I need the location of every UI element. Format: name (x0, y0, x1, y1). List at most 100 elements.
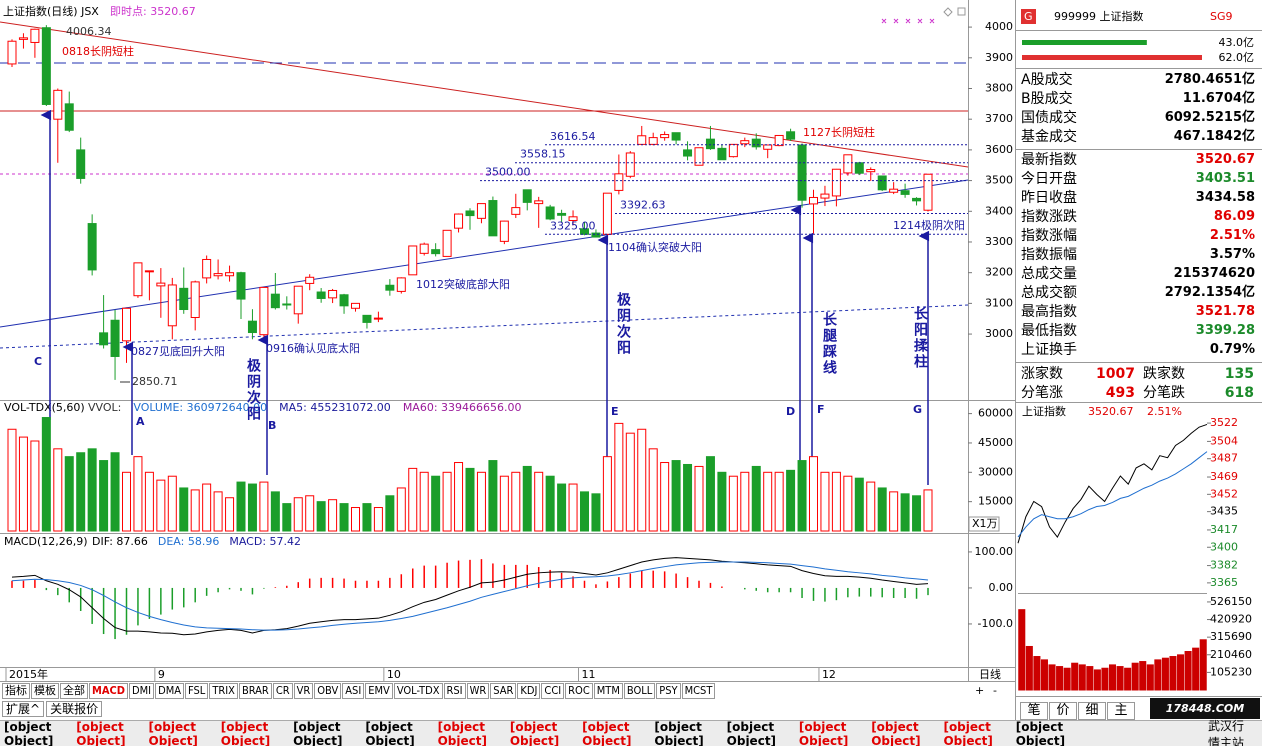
candle-body (465, 210, 475, 217)
candle-body (76, 149, 86, 179)
detail-tab[interactable]: 主 (1107, 702, 1135, 720)
indicator-tab[interactable]: FSL (185, 683, 209, 699)
indicator-tab[interactable]: EMV (365, 683, 393, 699)
volume-bar (786, 469, 796, 532)
indicator-tab[interactable]: BRAR (238, 683, 272, 699)
x-tick-label: 11 (582, 668, 596, 681)
detail-tab[interactable]: 笔 (1020, 702, 1048, 720)
timeframe[interactable]: 日线 (979, 667, 1001, 681)
candle-body (545, 206, 555, 220)
indicator-tab[interactable]: OBV (314, 683, 342, 699)
candle-body (522, 189, 532, 203)
candle-body (751, 138, 761, 148)
marker-letter: A (136, 415, 145, 428)
intraday-value: 3520.67 (1088, 405, 1134, 418)
zoom-out[interactable]: - (993, 684, 997, 697)
info-label: 指数振幅 (1021, 247, 1077, 263)
indicator-tab[interactable]: 全部 (60, 683, 88, 699)
indicator-tab[interactable]: SAR (490, 683, 517, 699)
indicator-tab[interactable]: BOLL (623, 683, 656, 699)
info-label: 上证换手 (1021, 342, 1077, 358)
quote-code: 999999 上证指数 (1054, 9, 1144, 23)
detail-tab[interactable]: 价 (1049, 702, 1077, 720)
x-tick-label: 9 (158, 668, 165, 681)
zoom-in[interactable]: + (975, 684, 984, 697)
volume-bar (179, 487, 189, 532)
candle-body (568, 216, 578, 221)
indicator-tab[interactable]: 指标 (2, 683, 30, 699)
breadth-item: 分笔涨 (1021, 385, 1063, 401)
marker-letter: F (817, 403, 825, 416)
indicator-tab[interactable]: DMA (155, 683, 185, 699)
price-line (1017, 451, 1208, 538)
y-tick-label: 3200 (985, 266, 1013, 279)
candle-body (660, 134, 670, 139)
indicator-tab[interactable]: ROC (565, 683, 593, 699)
info-label: 今日开盘 (1021, 171, 1077, 187)
indicator-tab[interactable]: PSY (656, 683, 681, 699)
volume-bar (1184, 651, 1192, 691)
volume-bar (728, 475, 738, 532)
high-label: 4006.34 (66, 25, 112, 38)
detail-tab[interactable]: 细 (1078, 702, 1106, 720)
legend-entry: MA5: 455231072.00 (279, 401, 391, 414)
status-item: [object Object] (148, 720, 198, 746)
vertical-note: 极阴次阳 (245, 358, 261, 422)
candle-body (557, 212, 567, 216)
indicator-tab[interactable]: MCST (681, 683, 716, 699)
volume-bar (831, 471, 841, 532)
candle-body (476, 203, 486, 219)
indicator-tab[interactable]: ASI (342, 683, 365, 699)
indicator-tab[interactable]: VOL-TDX (393, 683, 443, 699)
volume-bar (53, 448, 63, 532)
indicator-tab[interactable]: TRIX (209, 683, 238, 699)
candle-body (41, 27, 51, 105)
volume-bar (648, 448, 658, 532)
y-tick-label: 4000 (985, 20, 1013, 33)
volume-bar (1040, 659, 1048, 691)
candle-body (362, 314, 372, 323)
indicator-tab[interactable]: RSI (443, 683, 466, 699)
y-tick-label: 105230 (1210, 665, 1252, 678)
macd-line (11, 557, 929, 636)
indicator-tab[interactable]: WR (466, 683, 490, 699)
candle-body (431, 249, 441, 255)
extra-tab[interactable]: 关联报价 (46, 701, 103, 717)
indicator-tab[interactable]: MTM (593, 683, 623, 699)
candle-body (99, 332, 109, 346)
volume-bar (202, 483, 212, 532)
y-tick-label: 3487 (1210, 452, 1238, 465)
y-tick-label: 3435 (1210, 505, 1238, 518)
status-item: [object Object] (798, 720, 849, 746)
flow-label: 62.0亿 (1219, 51, 1255, 64)
frame (0, 0, 1262, 720)
candle-body (786, 131, 796, 140)
candle-body (728, 143, 738, 158)
info-label: B股成交 (1021, 91, 1073, 107)
indicator-tab[interactable]: CR (272, 683, 293, 699)
candle-body (683, 149, 693, 157)
volume-bar (912, 495, 922, 532)
candle-body (809, 196, 818, 205)
volume-bar (557, 483, 567, 532)
indicator-tab[interactable]: DMI (129, 683, 155, 699)
indicator-tab[interactable]: MACD (89, 683, 128, 699)
y-tick-label: 3800 (985, 81, 1013, 94)
extra-tab[interactable]: 扩展^ (2, 701, 45, 717)
status-item: [object Object] (365, 720, 415, 746)
info-value: 3403.51 (1195, 171, 1255, 186)
volume-bar (591, 493, 601, 532)
candle-body (900, 190, 910, 195)
indicator-tab[interactable]: CCI (541, 683, 565, 699)
info-value: 3521.78 (1195, 304, 1255, 319)
indicator-tab[interactable]: 模板 (31, 683, 59, 699)
flow-bar (1022, 40, 1147, 45)
candle-body (305, 276, 315, 284)
volume-bar (362, 503, 372, 532)
indicator-tab[interactable]: KDJ (517, 683, 541, 699)
indicator-tab[interactable]: VR (293, 683, 314, 699)
level-label: 3558.15 (520, 148, 566, 161)
volume-bar (568, 483, 578, 532)
volume-bar (522, 465, 532, 532)
volume-bar (671, 460, 681, 532)
